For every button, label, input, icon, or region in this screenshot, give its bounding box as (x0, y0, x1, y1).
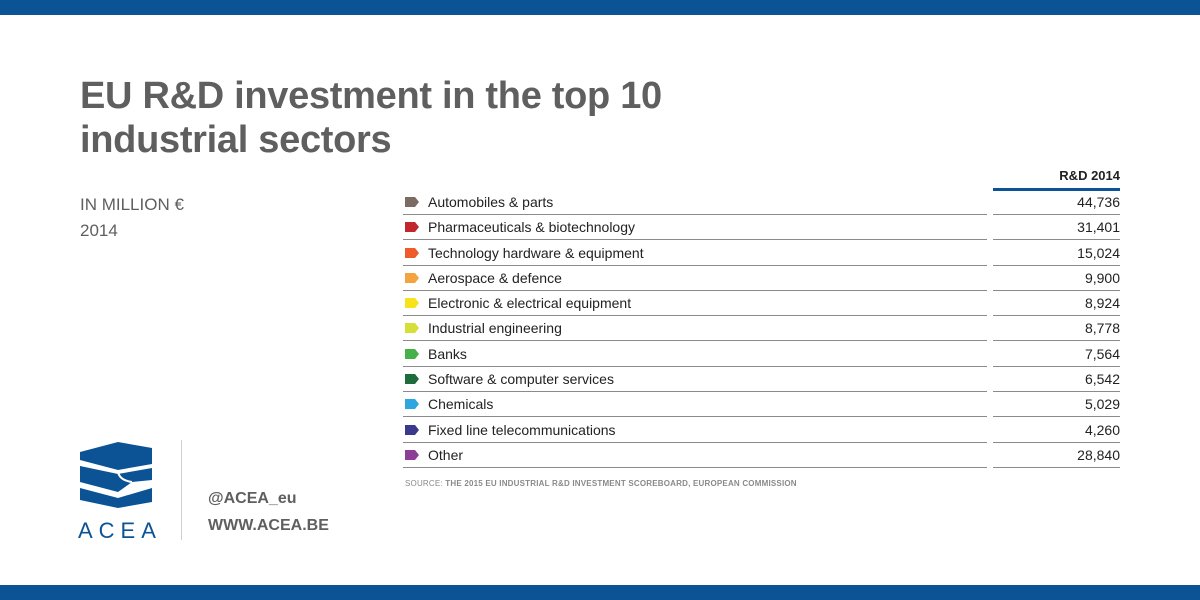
sector-label: Aerospace & defence (428, 269, 562, 286)
row-label-cell: Banks (403, 342, 987, 367)
tag-marker-icon (405, 197, 419, 207)
sector-label: Automobiles & parts (428, 194, 554, 210)
subtitle: IN MILLION € 2014 (80, 192, 184, 244)
row-label-cell: Chemicals (403, 392, 987, 418)
page-title: EU R&D investment in the top 10 industri… (80, 74, 800, 162)
row-label-cell: Fixed line telecommunications (403, 418, 987, 443)
table-row: Software & computer services 6,542 (403, 367, 1120, 393)
row-label-cell: Pharmaceuticals & biotechnology (403, 215, 987, 241)
sector-label: Software & computer services (428, 371, 614, 388)
tag-marker-icon (405, 348, 419, 359)
source-text: THE 2015 EU INDUSTRIAL R&D INVESTMENT SC… (445, 479, 797, 488)
tag-marker-icon (405, 272, 419, 283)
table-row: Industrial engineering 8,778 (403, 316, 1120, 342)
sector-label: Other (428, 446, 464, 463)
top-banner-bar (0, 0, 1200, 15)
row-label-cell: Aerospace & defence (403, 266, 987, 291)
tag-marker-icon (405, 399, 419, 410)
table-row: Technology hardware & equipment 15,024 (403, 241, 1120, 266)
row-label-cell: Other (403, 443, 987, 468)
sector-value: 8,924 (993, 291, 1120, 317)
sector-value: 4,260 (993, 418, 1120, 443)
table-row: Other 28,840 (403, 443, 1120, 468)
table-row: Chemicals 5,029 (403, 392, 1120, 418)
row-label-cell: Software & computer services (403, 367, 987, 393)
source-note: SOURCE: THE 2015 EU INDUSTRIAL R&D INVES… (405, 479, 797, 488)
sector-value: 44,736 (993, 190, 1120, 215)
sector-label: Industrial engineering (428, 320, 562, 337)
sector-value: 5,029 (993, 392, 1120, 418)
tag-marker-icon (405, 374, 419, 385)
sector-value: 31,401 (993, 215, 1120, 241)
tag-marker-icon (405, 323, 419, 334)
acea-logo-icon (78, 440, 156, 542)
table-row: Pharmaceuticals & biotechnology 31,401 (403, 215, 1120, 241)
year-label: 2014 (80, 221, 118, 240)
table-row: Aerospace & defence 9,900 (403, 266, 1120, 291)
sector-label: Fixed line telecommunications (428, 421, 616, 438)
tag-marker-icon (405, 424, 419, 435)
acea-logo-text: ACEA (78, 518, 162, 543)
tag-marker-icon (405, 247, 419, 258)
table-rows: Automobiles & parts 44,736 Pharmaceuticals… (403, 190, 1120, 468)
sector-label: Chemicals (428, 396, 494, 413)
row-label-cell: Electronic & electrical equipment (403, 291, 987, 317)
table-row: Electronic & electrical equipment 8,924 (403, 291, 1120, 317)
sector-label: Technology hardware & equipment (428, 244, 644, 261)
sector-label: Electronic & electrical equipment (428, 295, 632, 312)
sector-value: 6,542 (993, 367, 1120, 393)
website-link[interactable]: WWW.ACEA.BE (208, 517, 329, 534)
tag-marker-icon (405, 222, 419, 233)
unit-label: IN MILLION € (80, 195, 184, 214)
tag-marker-icon (405, 449, 419, 460)
title-line-1: EU R&D investment in the top 10 (80, 75, 662, 117)
sector-value: 28,840 (993, 443, 1120, 468)
bottom-banner-bar (0, 585, 1200, 600)
sector-label: Pharmaceuticals & biotechnology (428, 219, 636, 236)
sector-label: Banks (428, 345, 467, 362)
column-header-rd-2014: R&D 2014 (993, 166, 1120, 191)
sector-value: 15,024 (993, 241, 1120, 266)
source-prefix: SOURCE: (405, 479, 443, 488)
sector-value: 7,564 (993, 342, 1120, 367)
row-label-cell: Technology hardware & equipment (403, 241, 987, 266)
table-row: Fixed line telecommunications 4,260 (403, 418, 1120, 443)
row-label-cell: Automobiles & parts (403, 190, 987, 215)
sector-value: 9,900 (993, 266, 1120, 291)
footer-divider (181, 440, 182, 540)
title-line-2: industrial sectors (80, 119, 392, 161)
tag-marker-icon (405, 298, 419, 309)
table-row: Banks 7,564 (403, 342, 1120, 367)
row-label-cell: Industrial engineering (403, 316, 987, 342)
twitter-handle[interactable]: @ACEA_eu (208, 490, 297, 507)
table-row: Automobiles & parts 44,736 (403, 190, 1120, 215)
sector-value: 8,778 (993, 316, 1120, 342)
